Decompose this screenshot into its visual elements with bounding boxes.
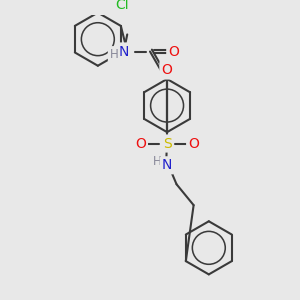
Text: O: O (188, 136, 199, 151)
Text: O: O (168, 44, 179, 58)
Text: O: O (162, 64, 172, 77)
Text: Cl: Cl (116, 0, 129, 12)
Text: N: N (162, 158, 172, 172)
Text: O: O (135, 136, 146, 151)
Text: O: O (162, 61, 172, 76)
Text: H: H (153, 155, 162, 168)
Text: H: H (110, 48, 118, 61)
Text: S: S (163, 136, 171, 151)
Text: N: N (118, 44, 129, 58)
